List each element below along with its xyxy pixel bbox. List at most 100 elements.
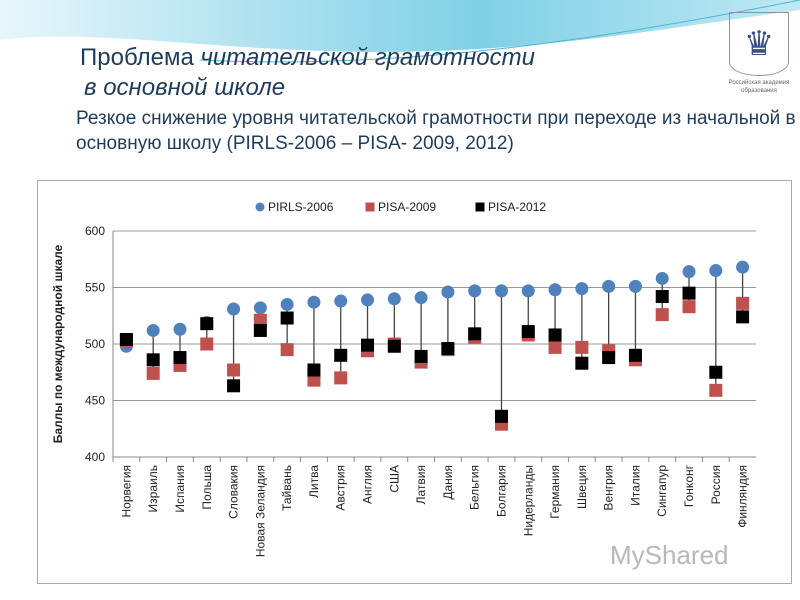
point-PISA-2012 bbox=[173, 351, 187, 365]
point-PIRLS-2006 bbox=[602, 279, 616, 293]
point-PISA-2009 bbox=[548, 340, 562, 354]
y-tick-label: 500 bbox=[85, 337, 105, 351]
point-PISA-2012 bbox=[736, 310, 750, 324]
point-PISA-2012 bbox=[575, 356, 589, 370]
point-PISA-2012 bbox=[146, 353, 160, 367]
x-tick-label: Бельгия bbox=[468, 465, 482, 510]
point-PIRLS-2006 bbox=[575, 282, 589, 296]
point-PIRLS-2006 bbox=[307, 295, 321, 309]
chart: 400 450 500 550 600 Баллы по международной шк… bbox=[51, 200, 756, 557]
x-tick-label: Италия bbox=[628, 465, 642, 506]
point-PIRLS-2006 bbox=[468, 284, 482, 298]
point-PIRLS-2006 bbox=[682, 265, 696, 279]
point-PIRLS-2006 bbox=[173, 322, 187, 336]
point-PIRLS-2006 bbox=[387, 292, 401, 306]
point-PISA-2009 bbox=[146, 366, 160, 380]
x-tick-label: Израиль bbox=[146, 465, 160, 512]
x-tick-label: Дания bbox=[441, 465, 455, 500]
x-tick-label: Швеция bbox=[575, 465, 589, 509]
point-PISA-2012 bbox=[521, 325, 535, 339]
point-PISA-2012 bbox=[682, 286, 696, 300]
point-PISA-2012 bbox=[361, 338, 375, 352]
point-PISA-2012 bbox=[119, 332, 133, 346]
point-PISA-2012 bbox=[414, 349, 428, 363]
x-tick-label: Норвегия bbox=[119, 465, 133, 518]
legend-marker bbox=[365, 202, 375, 212]
point-PISA-2012 bbox=[602, 351, 616, 365]
x-tick-label: Россия bbox=[709, 465, 723, 504]
slide-subtitle: Резкое снижение уровня читательской грам… bbox=[76, 108, 796, 154]
point-PIRLS-2006 bbox=[736, 260, 750, 274]
point-PIRLS-2006 bbox=[628, 279, 642, 293]
coat-of-arms-icon: ♛ bbox=[729, 12, 789, 76]
point-PIRLS-2006 bbox=[227, 302, 241, 316]
point-PIRLS-2006 bbox=[655, 271, 669, 285]
point-PISA-2012 bbox=[628, 348, 642, 362]
point-PIRLS-2006 bbox=[280, 297, 294, 311]
point-PISA-2012 bbox=[253, 323, 267, 337]
x-tick-label: Нидерланды bbox=[521, 465, 535, 536]
point-PISA-2012 bbox=[227, 379, 241, 393]
point-PISA-2009 bbox=[682, 300, 696, 314]
x-tick-label: Австрия bbox=[334, 465, 348, 511]
point-PIRLS-2006 bbox=[494, 284, 508, 298]
point-PISA-2012 bbox=[548, 328, 562, 342]
slide-title: Проблема читательской грамотности bbox=[80, 44, 535, 71]
legend-label: PISA-2009 bbox=[378, 200, 436, 214]
point-PIRLS-2006 bbox=[334, 294, 348, 308]
point-PISA-2009 bbox=[280, 343, 294, 357]
y-tick-label: 550 bbox=[85, 281, 105, 295]
point-PISA-2012 bbox=[280, 311, 294, 325]
watermark: MyShared bbox=[610, 540, 729, 570]
legend-marker bbox=[255, 202, 265, 212]
y-axis-label: Баллы по международной шкале bbox=[51, 244, 65, 443]
y-tick-label: 400 bbox=[85, 450, 105, 464]
point-PISA-2009 bbox=[307, 373, 321, 387]
x-tick-label: Польша bbox=[200, 465, 214, 510]
x-tick-label: Латвия bbox=[414, 465, 428, 504]
point-PISA-2012 bbox=[307, 363, 321, 377]
x-tick-label: Сингапур bbox=[655, 465, 669, 517]
x-tick-label: Финляндия bbox=[736, 465, 750, 528]
point-PISA-2009 bbox=[736, 296, 750, 310]
point-PIRLS-2006 bbox=[548, 283, 562, 297]
point-PISA-2009 bbox=[227, 363, 241, 377]
point-PIRLS-2006 bbox=[441, 285, 455, 299]
chart-frame: 400 450 500 550 600 Баллы по международной шк… bbox=[37, 180, 792, 584]
x-tick-label: Литва bbox=[307, 465, 321, 498]
point-PISA-2012 bbox=[441, 342, 455, 356]
logo: ♛ Российская академия образования bbox=[727, 12, 791, 95]
point-PISA-2009 bbox=[655, 308, 669, 322]
point-PIRLS-2006 bbox=[361, 293, 375, 307]
point-PISA-2012 bbox=[334, 348, 348, 362]
point-PIRLS-2006 bbox=[146, 323, 160, 337]
x-tick-label: Германия bbox=[548, 465, 562, 519]
x-tick-label: Испания bbox=[173, 465, 187, 513]
x-tick-label: Болгария bbox=[494, 465, 508, 517]
legend-label: PISA-2012 bbox=[488, 200, 546, 214]
point-PISA-2009 bbox=[334, 371, 348, 385]
slide-title-line2: в основной школе bbox=[84, 74, 286, 101]
x-tick-label: Гонконг bbox=[682, 464, 696, 507]
y-tick-label: 600 bbox=[85, 224, 105, 238]
point-PISA-2012 bbox=[468, 327, 482, 341]
point-PISA-2012 bbox=[655, 290, 669, 304]
point-PIRLS-2006 bbox=[521, 284, 535, 298]
point-PISA-2012 bbox=[709, 365, 723, 379]
point-PIRLS-2006 bbox=[414, 291, 428, 305]
point-PISA-2009 bbox=[253, 313, 267, 327]
point-PISA-2009 bbox=[709, 383, 723, 397]
x-tick-label: Венгрия bbox=[602, 465, 616, 511]
x-tick-label: США bbox=[387, 465, 401, 493]
legend-marker bbox=[475, 202, 485, 212]
x-tick-label: Словакия bbox=[227, 465, 241, 519]
point-PISA-2009 bbox=[200, 337, 214, 351]
point-PIRLS-2006 bbox=[709, 264, 723, 278]
x-tick-label: Англия bbox=[361, 465, 375, 504]
legend-label: PIRLS-2006 bbox=[268, 200, 334, 214]
y-tick-label: 450 bbox=[85, 394, 105, 408]
point-PISA-2012 bbox=[387, 339, 401, 353]
x-tick-label: Тайвань bbox=[280, 465, 294, 511]
point-PISA-2012 bbox=[494, 409, 508, 423]
